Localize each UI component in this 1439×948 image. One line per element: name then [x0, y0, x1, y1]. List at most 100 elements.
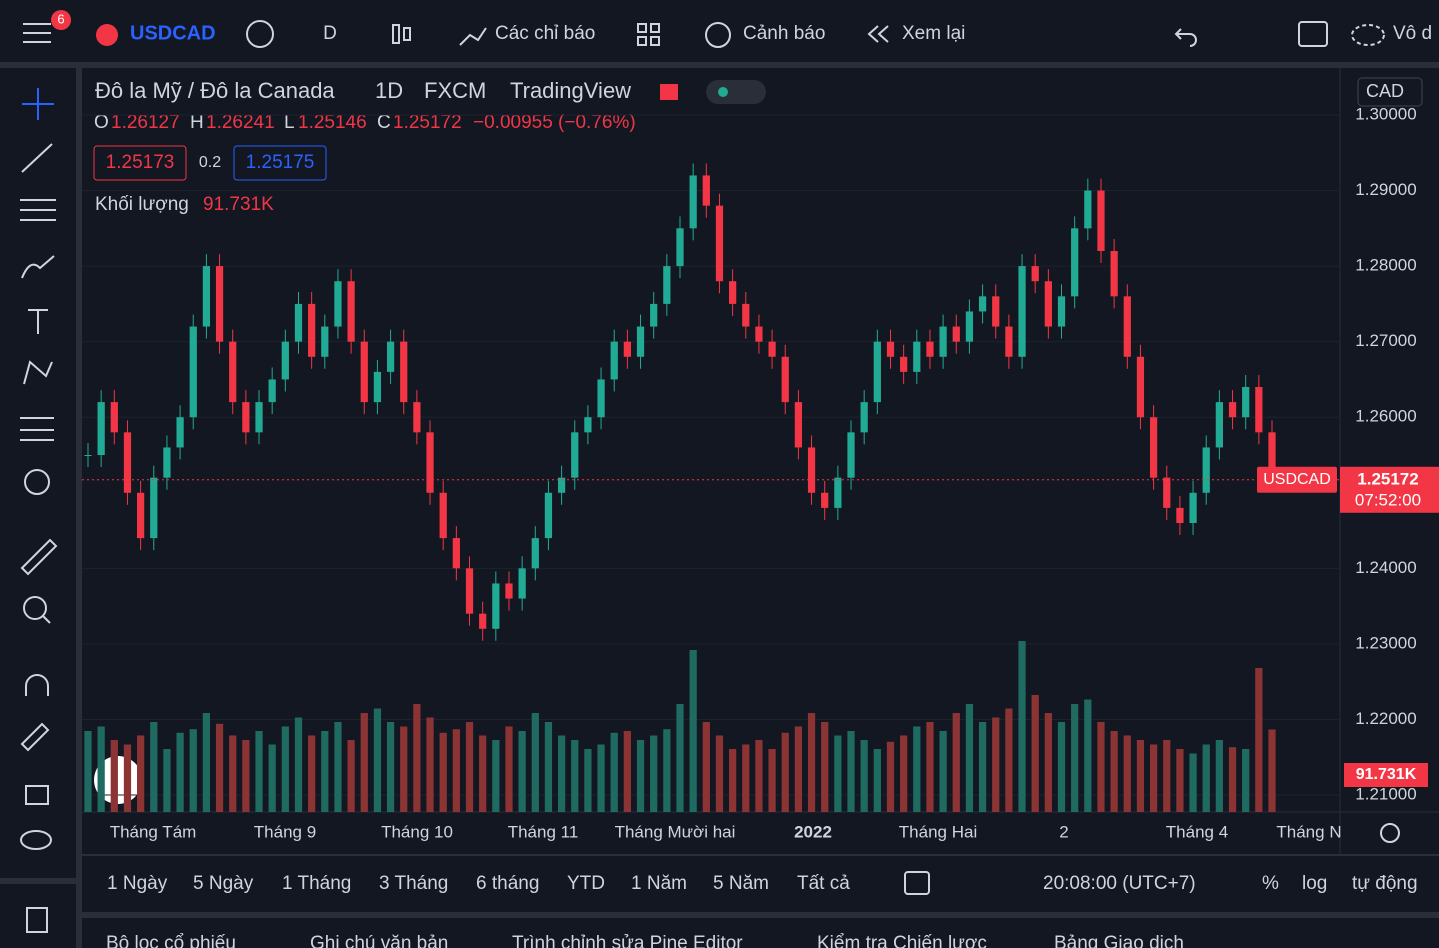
percent[interactable]: %: [1262, 873, 1279, 894]
candle-body: [137, 492, 145, 539]
volume-bar: [294, 717, 303, 812]
candle-body: [1268, 432, 1276, 480]
candle-icon[interactable]: [392, 24, 411, 44]
volume-bar: [439, 732, 447, 812]
candle-body: [1215, 402, 1223, 448]
range-button[interactable]: 5 Ngày: [193, 873, 254, 894]
volume-bar: [1031, 695, 1039, 812]
currency[interactable]: CAD: [1366, 81, 1404, 101]
candle-body: [729, 281, 737, 304]
x-tick-label: Tháng Tám: [110, 822, 197, 841]
x-tick-label: Tháng Mười hai: [615, 822, 736, 841]
bottom-tab[interactable]: Kiểm tra Chiến lược: [817, 933, 987, 948]
candle-body: [268, 379, 276, 403]
topbar: [0, 0, 1439, 62]
bid[interactable]: 1.25173: [106, 152, 175, 173]
replay-icon[interactable]: [867, 25, 889, 43]
candle-body: [321, 326, 329, 357]
bottom-tab[interactable]: Bảng Giao dịch: [1054, 933, 1184, 948]
layout-icon[interactable]: [637, 23, 660, 46]
volume-bar: [755, 740, 763, 812]
ask-box[interactable]: [233, 145, 327, 181]
interval[interactable]: D: [323, 23, 337, 44]
volume-bar: [531, 713, 539, 812]
range-button[interactable]: YTD: [567, 873, 605, 894]
candle-body: [623, 341, 631, 357]
candle-body: [229, 341, 237, 403]
undo-icon[interactable]: [1174, 28, 1197, 47]
auto[interactable]: tự động: [1352, 873, 1418, 894]
replay[interactable]: Xem lại: [902, 23, 965, 44]
range-button[interactable]: 1 Năm: [631, 873, 687, 894]
range-button[interactable]: 1 Tháng: [282, 873, 351, 894]
x-tick-label: 2022: [794, 822, 832, 841]
candle-body: [1228, 402, 1237, 418]
range-button[interactable]: Tất cả: [797, 873, 850, 894]
ind-icon[interactable]: [459, 27, 487, 46]
tool-icons[interactable]: [20, 88, 58, 933]
range-button[interactable]: 6 tháng: [476, 873, 539, 894]
volume-bar: [360, 713, 368, 812]
cloud-icon[interactable]: [1351, 24, 1385, 46]
fullscreen-icon[interactable]: [1298, 21, 1328, 47]
range-button[interactable]: 1 Ngày: [107, 873, 168, 894]
price-tag-value: 1.25172: [1357, 469, 1418, 488]
volume-bar: [557, 735, 566, 812]
add-icon[interactable]: [246, 20, 274, 48]
ask[interactable]: 1.25175: [246, 152, 315, 173]
candle-body: [110, 402, 118, 433]
volume-bar: [544, 722, 553, 812]
y-tick-label: 1.28000: [1355, 256, 1416, 275]
volume-bar: [268, 744, 276, 812]
bottom-tab[interactable]: Bộ lọc cổ phiếu: [106, 933, 236, 948]
more[interactable]: Vô d: [1393, 23, 1432, 44]
volume-bar: [1202, 744, 1210, 812]
y-tick-label: 1.21000: [1355, 784, 1416, 803]
candle-body: [584, 417, 592, 433]
range-button[interactable]: 5 Năm: [713, 873, 769, 894]
currency-box[interactable]: [1357, 77, 1423, 107]
volume-bar: [465, 722, 474, 812]
spread: 0.2: [199, 154, 221, 171]
candle-body: [281, 341, 289, 380]
badge-count: 6: [57, 11, 64, 26]
date-icon[interactable]: [904, 871, 930, 895]
bottom-tab[interactable]: Trình chỉnh sửa Pine Editor: [512, 933, 743, 948]
volume-bar: [308, 735, 316, 812]
bottom-tab[interactable]: Ghi chú văn bản: [310, 933, 448, 948]
volume-bar: [202, 713, 211, 812]
volume-bar: [255, 731, 263, 812]
y-tick-label: 1.30000: [1355, 104, 1416, 123]
candle-body: [1176, 507, 1184, 523]
bid-box[interactable]: [93, 145, 187, 181]
volume-bar: [281, 726, 289, 812]
volume-bar: [1110, 731, 1118, 812]
menu-icon[interactable]: [23, 23, 51, 43]
alerts[interactable]: Cảnh báo: [743, 23, 825, 44]
range-button[interactable]: 3 Tháng: [379, 873, 448, 894]
alert-icon[interactable]: [705, 22, 731, 48]
volume-bar: [1044, 713, 1052, 812]
symbol[interactable]: USDCAD: [130, 22, 216, 44]
flag-icon: [96, 24, 118, 46]
candle-body: [1189, 492, 1197, 523]
candle-body: [1097, 190, 1105, 251]
x-tick-label: Tháng 11: [508, 822, 579, 841]
log[interactable]: log: [1302, 873, 1327, 894]
candle-body: [807, 447, 816, 493]
settings-icon[interactable]: [1380, 823, 1400, 843]
volume-tag-label: 91.731K: [1356, 766, 1417, 783]
volume-bar: [965, 704, 974, 812]
symbol-tag-label: USDCAD: [1263, 471, 1331, 488]
x-tick-label: 2: [1059, 822, 1068, 841]
symbol-tag: [1257, 466, 1337, 493]
candle-body: [400, 341, 408, 403]
candle-body: [794, 402, 803, 448]
volume-bar: [1215, 740, 1223, 812]
bottom-tabs: [82, 918, 1439, 948]
indicators[interactable]: Các chỉ báo: [495, 23, 595, 44]
volume-bar: [163, 749, 171, 812]
volume-bar: [1163, 740, 1171, 812]
o-label: O: [94, 112, 109, 133]
candle-body: [1123, 296, 1131, 357]
